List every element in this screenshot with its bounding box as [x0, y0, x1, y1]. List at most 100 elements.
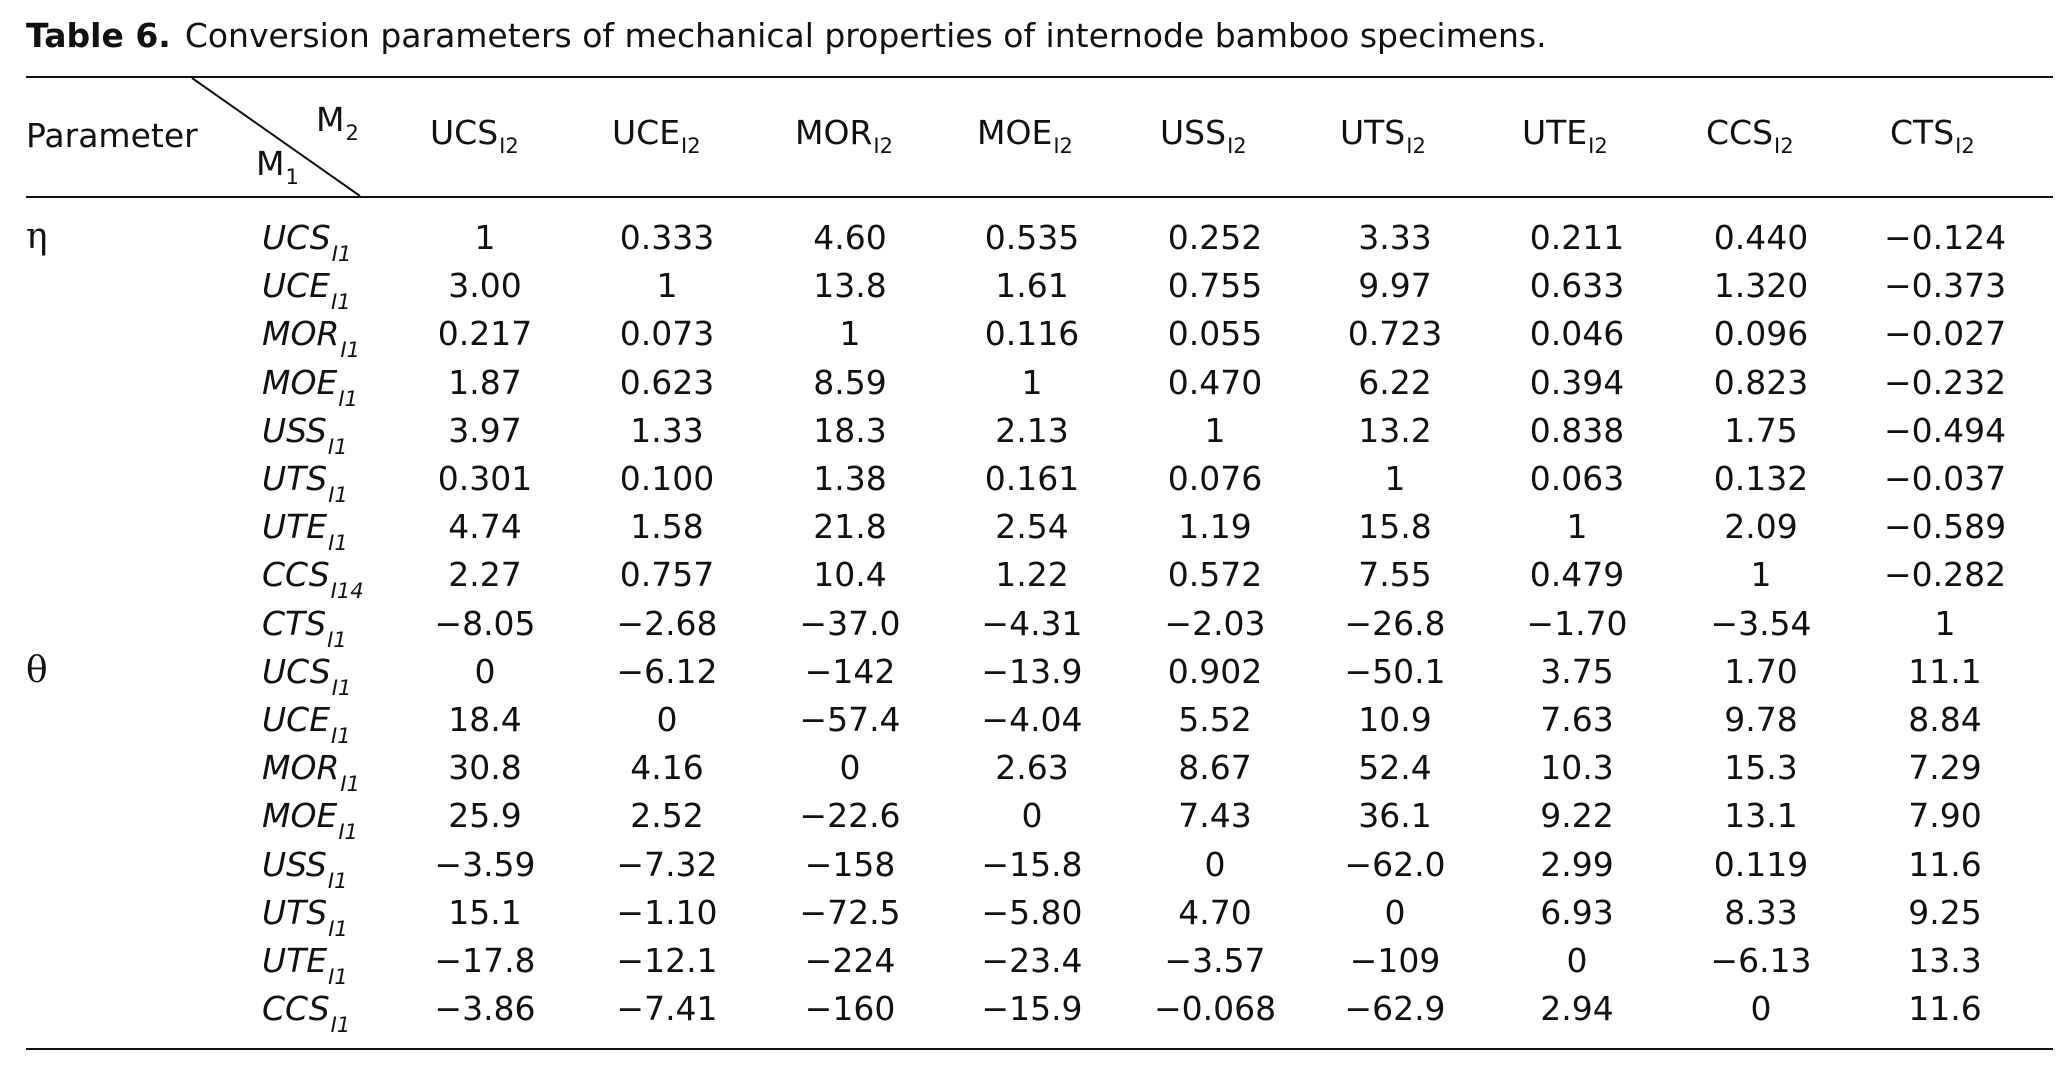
table-cell: 2.54: [995, 507, 1069, 547]
table-cell: −158: [804, 844, 896, 884]
table-cell: 3.33: [1358, 218, 1432, 257]
table-cell: 7.90: [1908, 796, 1982, 836]
table-cell: −7.41: [616, 989, 718, 1029]
table-cell: 4.70: [1178, 892, 1252, 932]
row-label: USSI1: [262, 410, 348, 459]
column-header-uce: UCEI2: [612, 113, 701, 158]
table-cell: 11.1: [1908, 651, 1982, 691]
table-cell: 1: [656, 266, 678, 306]
table-cell: −5.80: [981, 892, 1083, 932]
table-cell: −142: [804, 651, 896, 691]
table-cell: 1.320: [1713, 266, 1809, 306]
table-cell: 0.301: [437, 459, 533, 498]
table-cell: 10.3: [1540, 748, 1614, 788]
table-cell: 8.67: [1178, 748, 1252, 788]
table-cell: 1: [1384, 459, 1406, 498]
row-label: UCSI1: [262, 651, 352, 700]
table-cell: −224: [804, 941, 896, 980]
table-cell: 0: [1750, 989, 1772, 1029]
table-cell: 2.52: [630, 796, 704, 836]
table-cell: −1.10: [616, 892, 718, 932]
m2-label: M2: [316, 100, 359, 145]
table-cell: 10.9: [1358, 700, 1432, 739]
row-label: MORI1: [262, 314, 360, 363]
row-label: UCSI1: [262, 218, 352, 266]
row-label: UTSI1: [262, 459, 348, 507]
table-cell: 2.63: [995, 748, 1069, 788]
row-label: CCSI14: [262, 555, 364, 604]
table-cell: 9.97: [1358, 266, 1432, 306]
row-label: UCEI1: [262, 700, 351, 748]
table-cell: 6.22: [1358, 362, 1432, 402]
table-cell: 0.470: [1167, 362, 1263, 402]
column-header-uss: USSI2: [1160, 113, 1247, 158]
column-header-ute: UTEI2: [1522, 113, 1608, 158]
table-cell: 0.479: [1529, 555, 1625, 595]
table-cell: 25.9: [448, 796, 522, 836]
column-header-moe: MOEI2: [977, 113, 1073, 158]
table-cell: 0.902: [1167, 651, 1263, 691]
table-cell: −2.68: [616, 603, 718, 643]
table-cell: 0.633: [1529, 266, 1625, 306]
table-cell: −17.8: [434, 941, 536, 980]
table-cell: 0.132: [1713, 459, 1809, 498]
table-cell: −37.0: [799, 603, 901, 643]
table-cell: 1: [839, 314, 861, 354]
table-cell: 2.94: [1540, 989, 1614, 1029]
table-cell: 0.535: [984, 218, 1080, 257]
row-label: MOEI1: [262, 362, 358, 411]
table-cell: 0: [1566, 941, 1588, 980]
table-cell: 18.3: [813, 410, 887, 450]
table-caption-text: Conversion parameters of mechanical prop…: [184, 16, 1547, 55]
table-cell: 0: [474, 651, 496, 691]
table-cell: 0.055: [1167, 314, 1263, 354]
table-cell: 13.8: [813, 266, 887, 306]
table-cell: −2.03: [1164, 603, 1266, 643]
table-cell: 4.60: [813, 218, 887, 257]
row-label: USSI1: [262, 844, 348, 893]
table-cell: 0.723: [1347, 314, 1443, 354]
table-cell: 0.838: [1529, 410, 1625, 450]
table-cell: 0.217: [437, 314, 533, 354]
table-cell: 0.161: [984, 459, 1080, 498]
group-label-theta: θ: [26, 649, 48, 691]
table-cell: 11.6: [1908, 989, 1982, 1029]
table-cell: −26.8: [1344, 603, 1446, 643]
table-cell: 13.2: [1358, 410, 1432, 450]
column-header-ccs: CCSI2: [1706, 113, 1794, 158]
table-cell: 0.076: [1167, 459, 1263, 498]
table-cell: 21.8: [813, 507, 887, 547]
table-cell: −7.32: [616, 844, 718, 884]
table-cell: 7.43: [1178, 796, 1252, 836]
table-cell: 2.09: [1724, 507, 1798, 547]
table-cell: −3.57: [1164, 941, 1266, 980]
table-cell: −0.282: [1883, 555, 2007, 595]
table-caption-label: Table 6.: [26, 16, 171, 55]
table-cell: −4.04: [981, 700, 1083, 739]
table-cell: 0.073: [619, 314, 715, 354]
table-cell: 0.333: [619, 218, 715, 257]
table-cell: 2.13: [995, 410, 1069, 450]
table-cell: 1.19: [1178, 507, 1252, 547]
table-cell: 1.70: [1724, 651, 1798, 691]
table-cell: −0.373: [1883, 266, 2007, 306]
table-cell: 3.75: [1540, 651, 1614, 691]
row-label: CCSI1: [262, 989, 351, 1038]
table-cell: 10.4: [813, 555, 887, 595]
column-header-cts: CTSI2: [1890, 113, 1975, 158]
table-cell: 9.78: [1724, 700, 1798, 739]
table-cell: 8.59: [813, 362, 887, 402]
table-cell: 7.29: [1908, 748, 1982, 788]
row-label: CTSI1: [262, 603, 347, 652]
table-cell: 36.1: [1358, 796, 1432, 836]
table-cell: 8.33: [1724, 892, 1798, 932]
table-cell: 1: [1021, 362, 1043, 402]
table-cell: −0.027: [1883, 314, 2007, 354]
table-cell: 3.00: [448, 266, 522, 306]
row-label: MORI1: [262, 748, 360, 797]
table-cell: 1.38: [813, 459, 887, 498]
column-header-ucs: UCSI2: [430, 113, 519, 158]
table-cell: −22.6: [799, 796, 901, 836]
table-cell: 2.27: [448, 555, 522, 595]
row-label: UTEI1: [262, 507, 348, 556]
